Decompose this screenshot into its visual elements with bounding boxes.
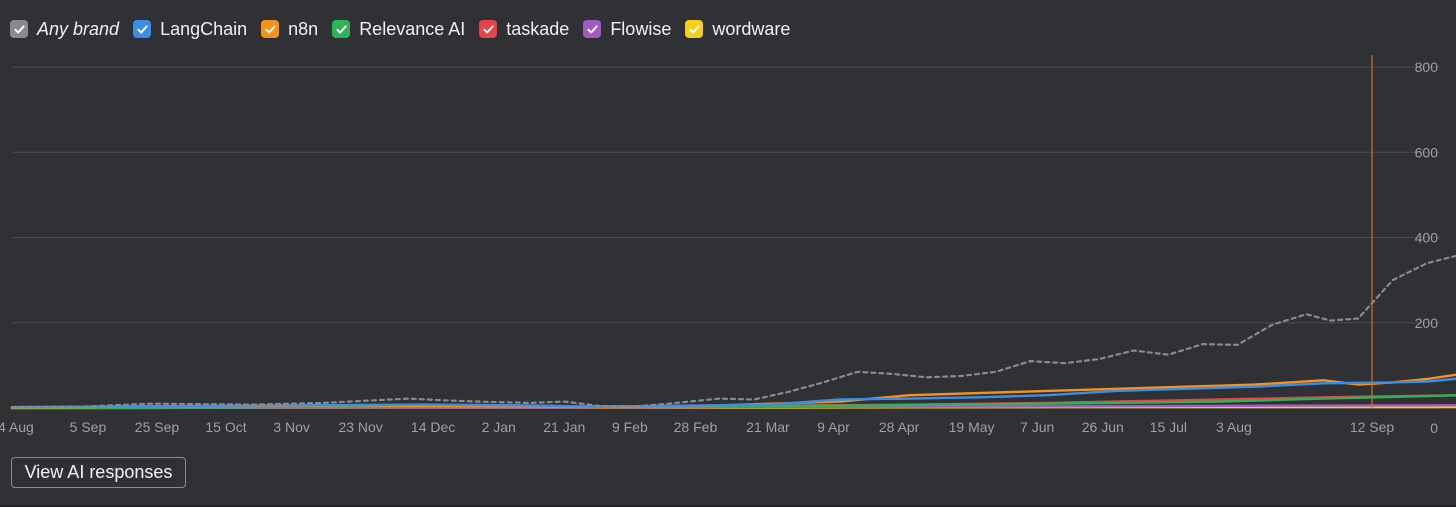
legend-taskade[interactable]: taskade [479, 19, 569, 40]
x-tick-label: 5 Sep [70, 419, 107, 435]
x-tick-label: 14 Aug [0, 419, 34, 435]
legend-label: LangChain [160, 18, 248, 39]
x-tick-label: 3 Nov [273, 419, 310, 435]
x-tick-label: 19 May [949, 419, 995, 435]
legend-label: Flowise [610, 18, 672, 39]
checkbox-checked-icon[interactable] [10, 20, 28, 38]
y-tick-label: 400 [1415, 230, 1439, 246]
x-tick-label: 26 Jun [1082, 419, 1124, 435]
legend-relevance-ai[interactable]: Relevance AI [332, 19, 465, 40]
y-tick-label: 200 [1415, 315, 1439, 331]
series-line-langchain [10, 377, 1456, 409]
legend-wordware[interactable]: wordware [685, 19, 790, 40]
x-tick-label: 9 Feb [612, 419, 648, 435]
x-tick-label: 14 Dec [411, 419, 455, 435]
y-tick-label: 600 [1415, 144, 1439, 160]
x-tick-label: 9 Apr [817, 419, 850, 435]
checkbox-checked-icon[interactable] [583, 20, 602, 38]
x-tick-label: 28 Apr [879, 419, 920, 435]
checkbox-checked-icon[interactable] [479, 20, 498, 38]
x-tick-label: 28 Feb [674, 419, 718, 435]
x-tick-label: 3 Aug [1216, 419, 1252, 435]
legend-any-brand[interactable]: Any brand [10, 19, 119, 40]
y-tick-label: 800 [1415, 59, 1439, 75]
legend-langchain[interactable]: LangChain [133, 19, 247, 40]
legend: Any brand LangChain n8n Relevance AI tas… [10, 16, 804, 42]
checkbox-checked-icon[interactable] [685, 20, 704, 38]
checkbox-checked-icon[interactable] [261, 20, 280, 38]
x-tick-label: 21 Mar [746, 419, 790, 435]
checkbox-checked-icon[interactable] [332, 20, 351, 38]
x-tick-label: 23 Nov [338, 419, 382, 435]
bottom-divider [0, 505, 1456, 507]
checkbox-checked-icon[interactable] [133, 20, 152, 38]
x-tick-label: 15 Oct [205, 419, 246, 435]
x-tick-label: 2 Jan [482, 419, 516, 435]
x-tick-label: 7 Jun [1020, 419, 1054, 435]
series-line-any [10, 254, 1456, 409]
legend-label: Any brand [37, 18, 120, 39]
legend-label: wordware [712, 18, 791, 39]
x-tick-label: 15 Jul [1150, 419, 1187, 435]
legend-n8n[interactable]: n8n [261, 19, 318, 40]
x-tick-label: 21 Jan [543, 419, 585, 435]
x-tick-label: 12 Sep [1350, 419, 1395, 435]
legend-label: taskade [506, 18, 570, 39]
y-tick-label: 0 [1430, 420, 1438, 436]
legend-label: Relevance AI [359, 18, 466, 39]
legend-flowise[interactable]: Flowise [583, 19, 671, 40]
view-ai-responses-button[interactable]: View AI responses [11, 457, 186, 488]
x-tick-label: 25 Sep [135, 419, 180, 435]
line-chart[interactable]: 800 600 400 200 0 14 Aug 5 Sep 25 Sep 15 Oct 3 No… [0, 55, 1456, 445]
legend-label: n8n [288, 18, 319, 39]
